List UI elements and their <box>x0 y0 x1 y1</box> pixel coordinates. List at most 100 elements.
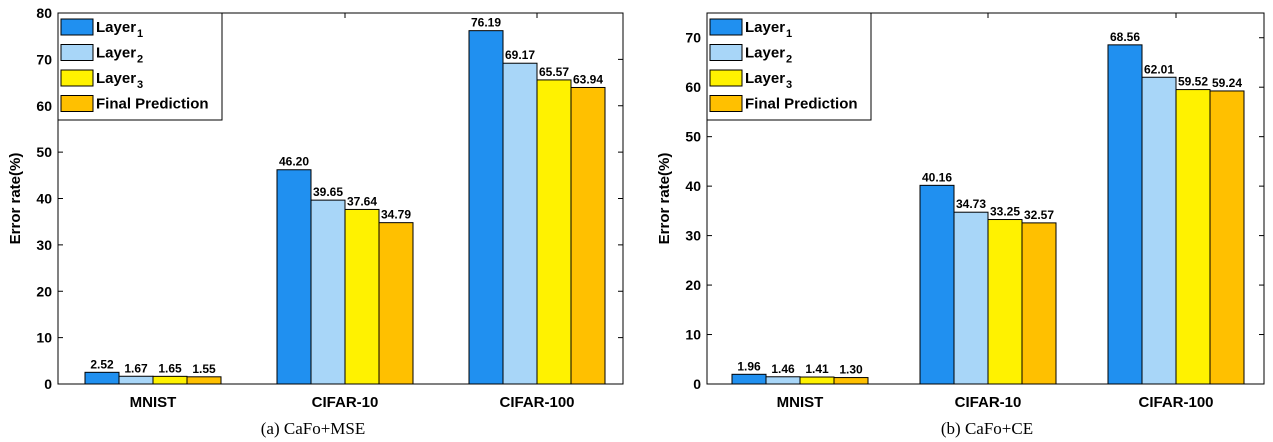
y-tick-label: 0 <box>44 376 52 392</box>
data-label: 65.57 <box>539 65 569 79</box>
bar <box>152 375 188 385</box>
y-tick-label: 80 <box>36 5 52 21</box>
legend-label-subscript: 3 <box>137 79 143 91</box>
series-1-0: 1.96 40.16 68.56 <box>731 30 1143 385</box>
y-tick-label: 60 <box>36 98 52 114</box>
y-tick-label: 50 <box>685 129 701 145</box>
series-1-3: 1.30 32.57 59.24 <box>833 76 1245 385</box>
data-label: 68.56 <box>1110 30 1140 44</box>
x-category-label: MNIST <box>777 394 824 411</box>
y-tick-label: 0 <box>693 376 701 392</box>
chart-caption: (b) CaFo+CE <box>941 419 1033 438</box>
data-label: 1.46 <box>771 362 795 376</box>
legend-swatch <box>709 69 743 87</box>
series-1-2: 1.41 33.25 59.52 <box>799 75 1211 385</box>
data-label: 34.73 <box>956 197 986 211</box>
data-label: 1.65 <box>158 361 182 375</box>
legend-label-name: Layer <box>745 19 785 36</box>
legend-label-name: Final Prediction <box>745 96 858 113</box>
bar <box>799 376 835 385</box>
chart-0: 2.52 46.20 76.19 1.67 39.65 69.17 1.65 37.64 65.… <box>7 5 624 438</box>
y-tick-label: 30 <box>685 228 701 244</box>
x-category-label: CIFAR-100 <box>1138 394 1213 411</box>
x-category-label: CIFAR-100 <box>499 394 574 411</box>
x-category-label: CIFAR-10 <box>955 394 1022 411</box>
data-label: 1.30 <box>839 363 863 377</box>
bar <box>378 222 414 385</box>
y-tick-label: 50 <box>36 144 52 160</box>
data-label: 1.55 <box>192 362 216 376</box>
y-tick-label: 20 <box>685 277 701 293</box>
data-label: 37.64 <box>347 194 377 208</box>
bar <box>310 199 346 385</box>
data-label: 40.16 <box>922 170 952 184</box>
legend-label-subscript: 1 <box>137 28 143 40</box>
legend-label-subscript: 1 <box>786 28 792 40</box>
y-tick-label: 30 <box>36 237 52 253</box>
legend-label: Final Prediction <box>745 96 858 113</box>
y-axis-label: Error rate(%) <box>7 153 24 245</box>
bar <box>1141 76 1177 385</box>
data-label: 34.79 <box>381 208 411 222</box>
legend-label: Layer2 <box>96 45 143 66</box>
bar <box>276 169 312 385</box>
bar <box>765 376 801 385</box>
legend-label: Layer1 <box>745 19 792 40</box>
legend-label: Layer2 <box>745 45 792 66</box>
bar <box>731 373 767 385</box>
legend-swatch <box>60 44 94 61</box>
legend-label: Final Prediction <box>96 96 209 113</box>
y-tick-label: 20 <box>36 283 52 299</box>
legend-label-subscript: 2 <box>137 54 143 66</box>
data-label: 59.52 <box>1178 75 1208 89</box>
y-tick-label: 10 <box>685 327 701 343</box>
legend-label-name: Layer <box>96 19 136 36</box>
bar <box>1175 89 1211 385</box>
data-label: 2.52 <box>90 357 114 371</box>
y-axis-label: Error rate(%) <box>656 153 673 245</box>
series-0-3: 1.55 34.79 63.94 <box>186 72 606 385</box>
legend-label-subscript: 2 <box>786 54 792 66</box>
bar <box>344 208 380 385</box>
bar <box>919 184 955 385</box>
y-tick-label: 70 <box>36 51 52 67</box>
legend-label: Layer3 <box>96 70 143 91</box>
bar <box>953 211 989 385</box>
data-label: 59.24 <box>1212 76 1242 90</box>
bar <box>570 86 606 385</box>
bar <box>833 377 869 385</box>
legend-swatch <box>60 18 94 36</box>
bar <box>1021 222 1057 385</box>
legend-swatch <box>709 95 743 112</box>
bar <box>468 30 504 385</box>
x-category-label: MNIST <box>130 394 177 411</box>
bar <box>536 79 572 385</box>
data-label: 32.57 <box>1024 208 1054 222</box>
bar <box>84 371 120 385</box>
legend-label-name: Final Prediction <box>96 96 209 113</box>
legend-swatch <box>709 44 743 61</box>
y-tick-label: 40 <box>36 191 52 207</box>
data-label: 39.65 <box>313 185 343 199</box>
bar <box>987 219 1023 385</box>
data-label: 1.67 <box>124 361 148 375</box>
y-tick-label: 70 <box>685 30 701 46</box>
y-tick-label: 10 <box>36 330 52 346</box>
bar <box>186 376 222 385</box>
bar <box>118 375 154 385</box>
y-tick-label: 40 <box>685 178 701 194</box>
legend-label-name: Layer <box>96 45 136 62</box>
chart-1: 1.96 40.16 68.56 1.46 34.73 62.01 1.41 33.25 59.… <box>656 12 1265 438</box>
legend-label-subscript: 3 <box>786 79 792 91</box>
x-category-label: CIFAR-10 <box>312 394 379 411</box>
legend-label-name: Layer <box>745 45 785 62</box>
data-label: 62.01 <box>1144 62 1174 76</box>
legend-swatch <box>709 18 743 36</box>
data-label: 76.19 <box>471 16 501 30</box>
legend-label-name: Layer <box>96 70 136 87</box>
axes-frame <box>706 12 1265 385</box>
